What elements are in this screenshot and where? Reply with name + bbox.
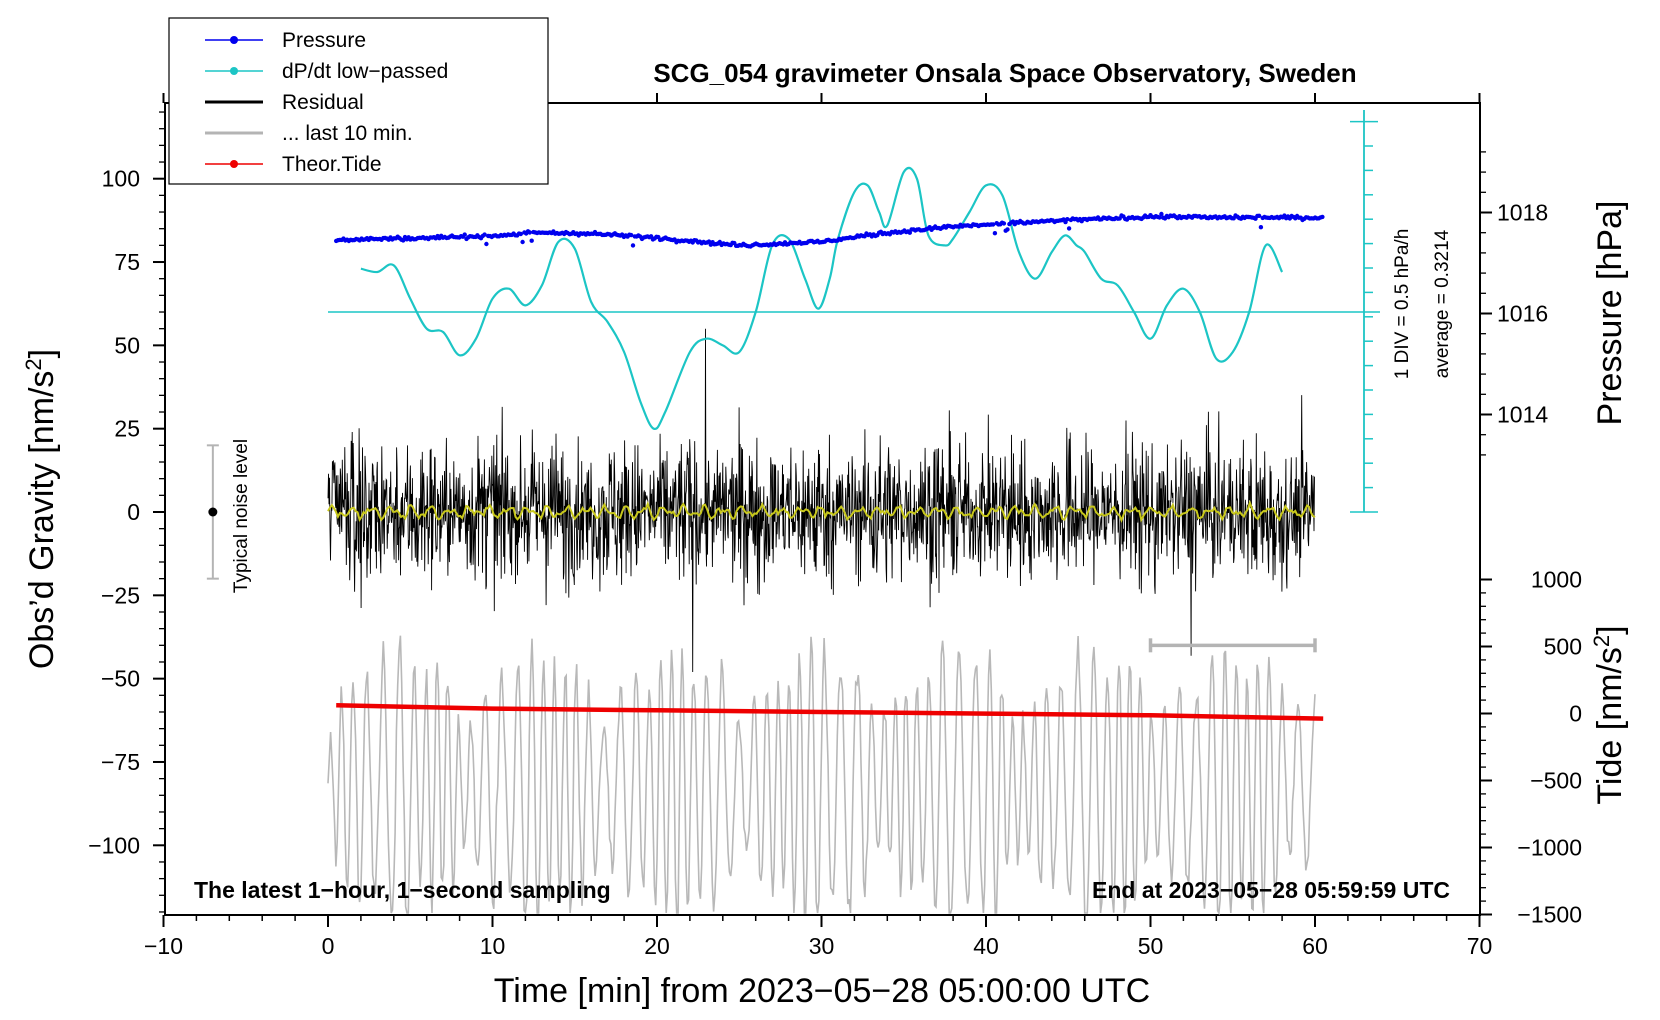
- y-axis-left-sup: 2: [21, 358, 46, 370]
- pressure-point: [529, 238, 534, 243]
- pressure-point: [520, 239, 525, 245]
- y-left-tick-label: 50: [114, 332, 140, 358]
- y-left-tick-label: 25: [114, 416, 140, 442]
- y-axis-left: 100 75 50 25 0 −25 −50 −75 −100: [88, 111, 165, 913]
- pressure-point: [1256, 213, 1262, 218]
- y-axis-tide-sup: 2: [1589, 635, 1614, 647]
- legend-label: Residual: [282, 91, 364, 114]
- legend-label: dP/dt low−passed: [282, 60, 448, 83]
- pressure-point: [1320, 214, 1325, 220]
- dpdt-line: [360, 166, 1284, 431]
- tide-tick-label: 1000: [1531, 567, 1582, 593]
- pressure-point: [629, 232, 634, 238]
- x-tick-label: 70: [1467, 933, 1493, 959]
- bottom-right-note: End at 2023−05−28 05:59:59 UTC: [1092, 877, 1450, 903]
- x-tick-label: 20: [644, 933, 670, 959]
- pressure-point: [484, 241, 489, 247]
- pressure-point: [1066, 226, 1072, 231]
- pressure-point: [1258, 225, 1264, 230]
- pressure-point: [518, 231, 523, 237]
- tide-tick-label: 0: [1569, 701, 1582, 727]
- y-axis-pressure-title: Pressure [hPa]: [1591, 201, 1629, 426]
- residual-line: [327, 328, 1315, 673]
- y-left-tick-label: −75: [101, 749, 140, 775]
- div-label: 1 DIV = 0.5 hPa/h: [1392, 229, 1413, 380]
- legend: Pressure dP/dt low−passed Residual ... last…: [168, 17, 549, 185]
- y-left-tick-label: 0: [127, 499, 140, 525]
- legend-swatch-marker: [230, 36, 238, 44]
- pressure-point: [462, 232, 467, 237]
- y-left-tick-label: 75: [114, 249, 140, 275]
- y-left-tick-label: −50: [101, 666, 140, 692]
- tide-tick-label: −500: [1530, 768, 1582, 794]
- chart-annotations: [206, 444, 1317, 653]
- pressure-point: [630, 243, 636, 248]
- residual-series: [327, 328, 1316, 673]
- y-left-tick-label: 100: [102, 166, 140, 192]
- pressure-point: [1065, 217, 1070, 222]
- x-tick-label: 40: [973, 933, 999, 959]
- y-axis-left-title: Obs’d Gravity [nm/s2]: [21, 349, 61, 669]
- x-tick-label: −10: [144, 933, 183, 959]
- pressure-point: [1157, 215, 1162, 220]
- x-tick-label: 0: [322, 933, 335, 959]
- average-label: average = 0.3214: [1432, 229, 1453, 378]
- x-axis: −10 0 10 20 30 40 50 60 70: [144, 93, 1492, 959]
- residual-smoothed-line: [327, 499, 1316, 524]
- pressure-point: [992, 231, 998, 236]
- last-10-min-line: [327, 635, 1316, 916]
- pressure-point: [1159, 211, 1164, 217]
- y-axis-right: 1018 1016 1014 1000 500 0 −500 −1000 −1500: [1480, 151, 1582, 928]
- pressure-tick-label: 1018: [1497, 200, 1548, 226]
- theor-tide-series: [336, 703, 1324, 721]
- y-left-tick-label: −100: [88, 832, 140, 858]
- chart-title: SCG_054 gravimeter Onsala Space Observat…: [653, 58, 1356, 88]
- x-tick-label: 10: [480, 933, 506, 959]
- x-axis-title: Time [min] from 2023−05−28 05:00:00 UTC: [494, 972, 1150, 1010]
- pressure-point: [990, 222, 996, 227]
- legend-label: Theor.Tide: [282, 153, 382, 176]
- legend-swatch-marker: [230, 67, 238, 75]
- legend-label: Pressure: [282, 29, 366, 52]
- y-left-tick-label: −25: [101, 582, 140, 608]
- pressure-point: [401, 238, 406, 243]
- legend-swatch-marker: [230, 160, 238, 168]
- pressure-tick-label: 1016: [1497, 301, 1548, 327]
- pressure-series: [334, 211, 1325, 249]
- theor-tide-line: [336, 703, 1324, 721]
- noise-level-label: Typical noise level: [231, 439, 252, 593]
- x-tick-label: 60: [1302, 933, 1328, 959]
- pressure-point: [1005, 227, 1010, 232]
- last-10-min-series: [327, 635, 1316, 916]
- tide-tick-label: 500: [1544, 634, 1582, 660]
- pressure-point: [527, 230, 532, 235]
- tide-tick-label: −1000: [1517, 835, 1582, 861]
- pressure-point: [482, 232, 487, 237]
- pressure-tick-label: 1014: [1497, 402, 1548, 428]
- legend-label: ... last 10 min.: [282, 122, 413, 145]
- y-axis-tide-title: Tide [nm/s2]: [1589, 625, 1629, 804]
- bottom-left-note: The latest 1−hour, 1−second sampling: [194, 877, 611, 903]
- tide-tick-label: −1500: [1517, 902, 1582, 928]
- noise-level-center: [208, 507, 218, 517]
- pressure-point: [1001, 221, 1007, 226]
- x-tick-label: 30: [809, 933, 835, 959]
- x-tick-label: 50: [1138, 933, 1164, 959]
- pressure-point: [907, 230, 912, 235]
